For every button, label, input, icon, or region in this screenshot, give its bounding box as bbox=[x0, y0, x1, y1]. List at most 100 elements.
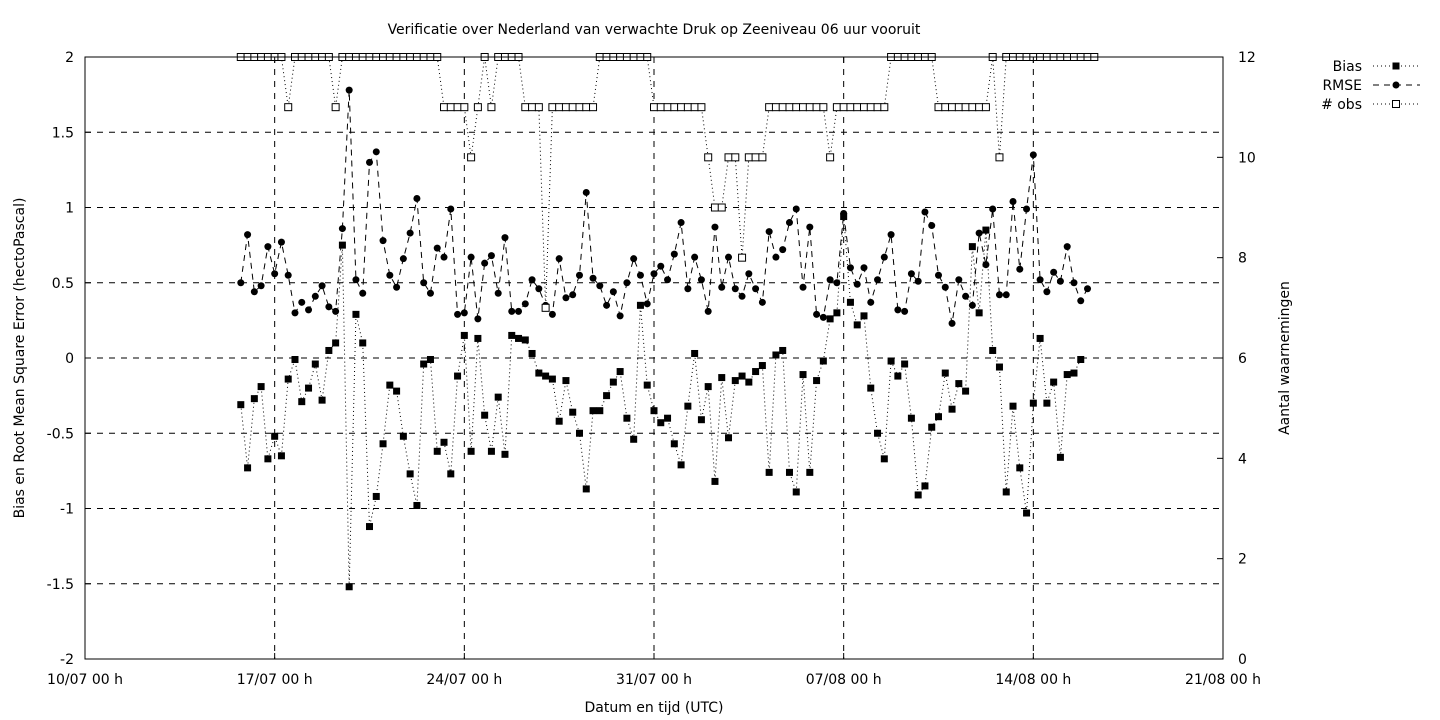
data-point-obs bbox=[941, 103, 950, 112]
data-point-rmse bbox=[630, 255, 638, 263]
data-point-rmse bbox=[528, 276, 536, 284]
data-point-rmse bbox=[948, 319, 956, 327]
data-point-obs bbox=[440, 103, 449, 112]
data-point-rmse bbox=[575, 271, 583, 279]
data-point-rmse bbox=[785, 219, 793, 227]
data-point-bias bbox=[1070, 369, 1078, 377]
data-point-bias bbox=[860, 312, 868, 320]
data-point-obs bbox=[683, 103, 692, 112]
x-tick-label: 10/07 00 h bbox=[47, 672, 123, 688]
data-point-bias bbox=[664, 414, 672, 422]
data-point-obs bbox=[677, 103, 686, 112]
data-point-rmse bbox=[935, 271, 942, 279]
data-point-bias bbox=[975, 309, 983, 317]
data-point-obs bbox=[555, 103, 564, 112]
data-point-obs bbox=[859, 103, 868, 112]
data-point-bias bbox=[697, 416, 705, 424]
data-point-rmse bbox=[535, 285, 543, 293]
legend-marker bbox=[1392, 62, 1400, 70]
data-point-obs bbox=[839, 103, 848, 112]
data-point-rmse bbox=[616, 312, 624, 320]
data-point-obs bbox=[873, 103, 882, 112]
data-point-bias bbox=[928, 423, 936, 431]
data-point-rmse bbox=[955, 276, 963, 284]
data-point-obs bbox=[521, 103, 530, 112]
data-point-bias bbox=[643, 381, 651, 389]
data-point-rmse bbox=[731, 285, 739, 293]
data-point-obs bbox=[663, 103, 672, 112]
data-point-rmse bbox=[840, 210, 848, 218]
data-point-obs bbox=[724, 153, 733, 162]
data-point-bias bbox=[982, 226, 990, 234]
data-point-bias bbox=[725, 434, 733, 442]
data-point-bias bbox=[914, 491, 922, 499]
data-point-rmse bbox=[691, 253, 699, 261]
data-point-rmse bbox=[914, 277, 922, 285]
data-point-bias bbox=[636, 301, 644, 309]
data-point-obs bbox=[473, 103, 482, 112]
data-point-bias bbox=[609, 378, 617, 386]
data-point-rmse bbox=[1036, 276, 1044, 284]
data-point-obs bbox=[826, 153, 835, 162]
data-point-rmse bbox=[318, 282, 326, 290]
data-point-bias bbox=[515, 334, 523, 342]
y2-tick-label: 8 bbox=[1238, 251, 1247, 267]
data-point-rmse bbox=[982, 261, 990, 269]
y2-tick-label: 2 bbox=[1238, 552, 1247, 568]
data-point-obs bbox=[575, 103, 584, 112]
data-point-rmse bbox=[271, 270, 279, 278]
data-point-bias bbox=[426, 356, 434, 364]
data-point-bias bbox=[575, 429, 583, 437]
data-point-bias bbox=[670, 440, 678, 448]
y-tick-label: 0 bbox=[65, 351, 74, 367]
data-point-rmse bbox=[250, 288, 258, 296]
y2-tick-label: 12 bbox=[1238, 50, 1256, 66]
data-point-bias bbox=[596, 407, 604, 415]
data-point-bias bbox=[359, 339, 367, 347]
data-point-rmse bbox=[298, 298, 306, 306]
x-tick-label: 14/08 00 h bbox=[995, 672, 1071, 688]
data-point-rmse bbox=[603, 301, 611, 309]
data-point-bias bbox=[420, 360, 428, 368]
data-point-bias bbox=[623, 414, 631, 422]
series-layer bbox=[236, 53, 1099, 591]
y-tick-label: 2 bbox=[65, 50, 74, 66]
y2-axis-label: Aantal waarnemingen bbox=[1277, 281, 1293, 435]
data-point-bias bbox=[853, 321, 861, 329]
data-point-obs bbox=[765, 103, 774, 112]
data-point-rmse bbox=[589, 274, 597, 282]
data-point-obs bbox=[738, 253, 747, 262]
data-point-rmse bbox=[657, 262, 665, 270]
data-point-bias bbox=[1002, 488, 1010, 496]
data-point-bias bbox=[745, 378, 753, 386]
y2-tick-label: 4 bbox=[1238, 451, 1247, 467]
data-point-rmse bbox=[1070, 279, 1078, 287]
data-point-bias bbox=[542, 372, 550, 380]
data-point-bias bbox=[691, 349, 699, 357]
x-tick-label: 07/08 00 h bbox=[806, 672, 882, 688]
data-point-rmse bbox=[515, 307, 523, 315]
data-point-obs bbox=[819, 103, 828, 112]
data-point-bias bbox=[1043, 399, 1051, 407]
y2-tick-label: 10 bbox=[1238, 150, 1256, 166]
data-point-rmse bbox=[711, 223, 719, 231]
data-point-bias bbox=[481, 411, 489, 419]
data-point-bias bbox=[731, 377, 739, 385]
data-point-obs bbox=[744, 153, 753, 162]
data-point-bias bbox=[501, 450, 509, 458]
y-tick-label: 1 bbox=[65, 201, 74, 217]
data-point-obs bbox=[792, 103, 801, 112]
data-point-obs bbox=[880, 103, 889, 112]
data-point-bias bbox=[1036, 334, 1044, 342]
data-point-bias bbox=[372, 492, 380, 500]
data-point-rmse bbox=[1029, 151, 1037, 159]
data-point-bias bbox=[962, 387, 970, 395]
data-point-bias bbox=[677, 461, 685, 469]
data-point-obs bbox=[846, 103, 855, 112]
data-point-obs bbox=[731, 153, 740, 162]
data-point-obs bbox=[778, 103, 787, 112]
data-point-rmse bbox=[1084, 285, 1092, 293]
legend-label: # obs bbox=[1321, 97, 1362, 113]
data-point-bias bbox=[582, 485, 590, 493]
data-point-obs bbox=[799, 103, 808, 112]
